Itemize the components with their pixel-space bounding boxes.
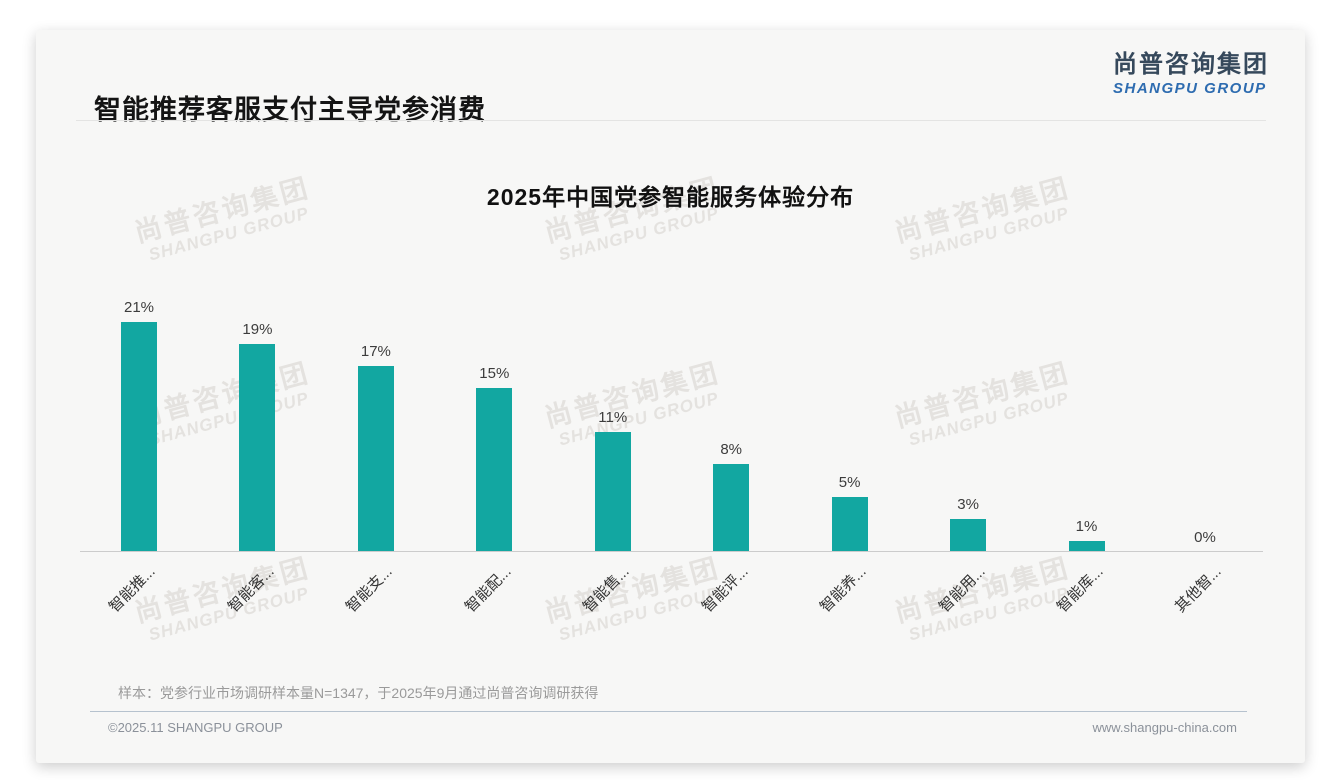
footer-website-link[interactable]: www.shangpu-china.com <box>1092 720 1237 735</box>
bar-value-label: 1% <box>1075 518 1098 535</box>
bar-value-label: 19% <box>242 321 273 338</box>
bar-chart-plot-area: 21% 19% 17% 15% 11% 8% 5% 3% 1% 0% <box>80 299 1263 552</box>
x-axis-label: 智能库... <box>1053 563 1107 616</box>
bar-value-label: 0% <box>1194 529 1216 546</box>
x-axis-label: 智能支... <box>343 563 397 616</box>
bar <box>950 519 987 552</box>
bar-value-label: 21% <box>123 299 155 316</box>
bar <box>1068 541 1105 552</box>
bar <box>713 464 750 552</box>
slide-card: 尚普咨询集团 SHANGPU GROUP 尚普咨询集团 SHANGPU GROUP 尚普… <box>36 30 1305 763</box>
bar-value-label: 5% <box>838 474 861 491</box>
bar-value-label: 8% <box>720 441 743 458</box>
x-axis-label: 智能配... <box>461 563 515 616</box>
bar <box>476 388 513 552</box>
x-axis-label: 智能售... <box>580 563 633 616</box>
bar-value-label: 11% <box>598 409 628 426</box>
bar-value-label: 3% <box>957 496 979 513</box>
x-axis-label: 智能用... <box>935 563 989 616</box>
bar <box>357 366 394 552</box>
x-axis-line <box>80 551 1263 552</box>
bar <box>594 432 631 552</box>
logo: 尚普咨询集团 SHANGPU GROUP <box>1113 50 1269 98</box>
sample-note: 样本：党参行业市场调研样本量N=1347，于2025年9月通过尚普咨询调研获得 <box>118 685 599 701</box>
header-divider <box>76 120 1266 121</box>
bar <box>831 497 868 552</box>
copyright-text: ©2025.11 SHANGPU GROUP <box>108 720 283 735</box>
bar <box>239 344 276 552</box>
x-axis-label: 其他智... <box>1172 563 1226 616</box>
x-axis-label: 智能推... <box>106 563 160 616</box>
x-axis-label: 智能评... <box>698 563 752 616</box>
page-title: 智能推荐客服支付主导党参消费 <box>94 95 486 125</box>
logo-english-text: SHANGPU GROUP <box>1113 80 1267 97</box>
logo-chinese-text: 尚普咨询集团 <box>1113 51 1269 78</box>
footer-divider <box>90 711 1247 712</box>
chart-title: 2025年中国党参智能服务体验分布 <box>486 184 855 210</box>
bar-value-label: 15% <box>479 365 510 382</box>
bar-value-label: 17% <box>360 343 391 360</box>
watermark: 尚普咨询集团 SHANGPU GROUP <box>891 552 1074 645</box>
bar <box>121 322 157 552</box>
x-axis-label: 智能养... <box>817 563 870 616</box>
x-axis-label: 智能客... <box>224 563 278 616</box>
